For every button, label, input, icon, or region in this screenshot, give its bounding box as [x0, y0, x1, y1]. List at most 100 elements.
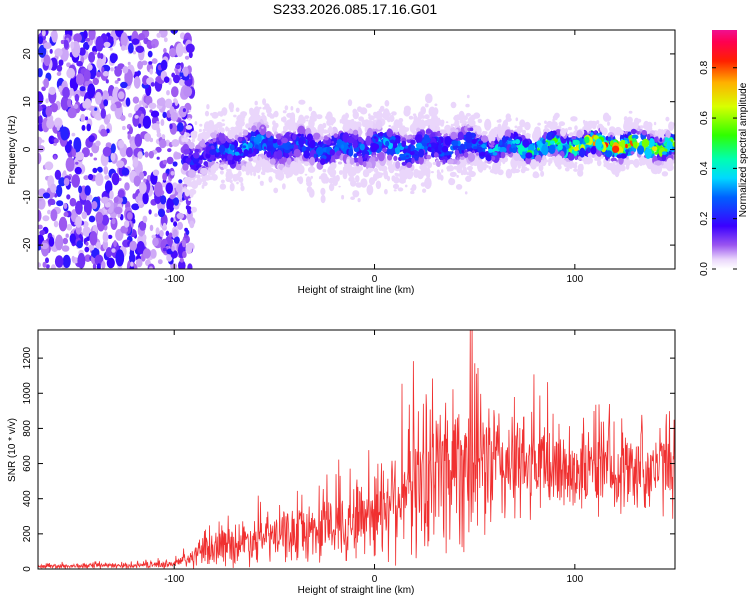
spectrogram-band-mark — [191, 180, 199, 189]
spectrogram-band-mark — [477, 146, 483, 153]
spectrogram-band-mark — [194, 121, 198, 126]
spectrogram-band-mark — [511, 142, 517, 150]
snr-y-tick-label: 200 — [22, 525, 33, 542]
spectrogram-band-mark — [321, 174, 328, 184]
spectrogram-band-mark — [607, 121, 610, 126]
spectrogram-noise-mark — [69, 233, 77, 244]
spectrogram-noise-mark — [154, 181, 163, 197]
spectrogram-noise-mark — [66, 67, 76, 79]
spectrogram-band-mark — [630, 128, 637, 135]
spectrogram-noise-mark — [138, 200, 143, 205]
spectrogram-band-mark — [205, 163, 209, 168]
spectrogram-noise-mark — [48, 86, 56, 95]
spectrogram-band-mark — [567, 126, 573, 131]
spectrogram-noise-mark — [138, 33, 146, 41]
snr-y-tick-label: 600 — [22, 455, 33, 472]
spectrogram-band-mark — [243, 149, 249, 157]
spectrogram-band-mark — [492, 151, 498, 156]
spectrogram-band-mark — [353, 153, 358, 159]
spectrogram-band-mark — [403, 105, 411, 113]
spectrogram-band-mark — [187, 117, 191, 121]
spectrogram-band-mark — [467, 152, 476, 162]
spectrogram-noise-mark — [142, 234, 147, 242]
spectrogram-band-mark — [436, 122, 442, 126]
spectrogram-band-mark — [488, 166, 492, 170]
spectrogram-band-mark — [218, 155, 223, 159]
spectrogram-noise-mark — [102, 146, 112, 157]
spectrogram-band-mark — [356, 162, 360, 167]
spectrogram-band-mark — [431, 114, 439, 124]
spectrogram-band-mark — [276, 149, 283, 160]
spectrogram-noise-mark — [95, 241, 101, 250]
spectrogram-band-mark — [265, 131, 272, 138]
spectrogram-noise-mark — [95, 36, 104, 52]
spectrogram-band-mark — [304, 115, 310, 119]
spectrogram-band-mark — [625, 164, 630, 170]
spectrogram-noise-mark — [148, 61, 153, 65]
spectrogram-band-mark — [373, 111, 378, 117]
spectrogram-band-mark — [290, 112, 296, 120]
spectrogram-band-mark — [386, 175, 391, 182]
spectrogram-noise-mark — [56, 64, 63, 72]
snr-x-tick-label: 0 — [372, 574, 378, 585]
spectrogram-band-mark — [568, 132, 574, 137]
spectrogram-noise-mark — [75, 73, 85, 86]
spectrogram-noise-mark — [104, 180, 113, 194]
spectrogram-noise-mark — [54, 169, 62, 180]
spectrogram-noise-mark — [55, 184, 63, 197]
spectrogram-noise-mark — [173, 197, 179, 206]
spectrogram-noise-mark — [96, 71, 101, 78]
spectrogram-noise-mark — [42, 215, 50, 222]
spectrogram-band-mark — [406, 127, 410, 132]
spectrogram-band-mark — [436, 169, 440, 174]
spectrogram-band-mark — [364, 154, 369, 159]
spectrogram-noise-mark — [166, 90, 170, 96]
spectrogram-noise-mark — [159, 230, 164, 237]
spectrogram-noise-mark — [150, 82, 155, 87]
spectrogram-band-mark — [410, 139, 416, 145]
spectrogram-band-mark — [253, 171, 257, 177]
spectrogram-band-mark — [418, 148, 425, 158]
spectrogram-noise-mark — [118, 140, 125, 149]
spectrogram-noise-mark — [132, 50, 136, 55]
spectrogram-band-mark — [536, 161, 540, 167]
spectrogram-band-mark — [623, 122, 629, 131]
spectrogram-noise-mark — [179, 198, 184, 203]
spectrogram-noise-mark — [128, 113, 133, 118]
spectrogram-band-mark — [574, 125, 578, 131]
spectrogram-band-mark — [633, 123, 639, 130]
spectrogram-noise-mark — [111, 218, 116, 225]
spectrogram-noise-mark — [156, 32, 162, 38]
spectrogram-noise-mark — [120, 45, 126, 51]
spectrogram-noise-mark — [120, 32, 128, 47]
spectrogram-band-mark — [454, 129, 459, 133]
spectrogram-band-mark — [233, 114, 237, 118]
spectrogram-noise-mark — [63, 39, 69, 49]
spectrogram-noise-mark — [46, 118, 55, 130]
spectrogram-band-mark — [219, 170, 224, 175]
spectrogram-band-mark — [386, 128, 394, 138]
spectrogram-noise-mark — [152, 44, 156, 49]
spectrogram-band-mark — [587, 152, 593, 158]
spectrogram-band-mark — [525, 152, 533, 159]
spectrogram-band-mark — [414, 154, 418, 156]
spectrogram-band-mark — [508, 137, 512, 141]
colorbar: 0.0 0.2 0.4 0.6 0.8 Normalized spectral ampl… — [699, 30, 749, 276]
spectrogram-noise-mark — [110, 67, 114, 72]
spectrogram-band-mark — [426, 154, 432, 160]
spectrogram-band-mark — [497, 127, 504, 139]
spectrogram-band-mark — [534, 154, 542, 164]
spectrogram-noise-mark — [110, 103, 117, 112]
spectrogram-noise-mark — [69, 87, 74, 97]
spectrogram-noise-mark — [134, 115, 139, 119]
spectrogram-band-mark — [277, 139, 282, 146]
spectrogram-band-mark — [347, 99, 353, 107]
spectrogram-band-mark — [359, 130, 363, 134]
spectrogram-band-mark — [348, 176, 355, 182]
spectrogram-band-mark — [322, 168, 327, 173]
spectrogram-band-mark — [377, 172, 383, 179]
